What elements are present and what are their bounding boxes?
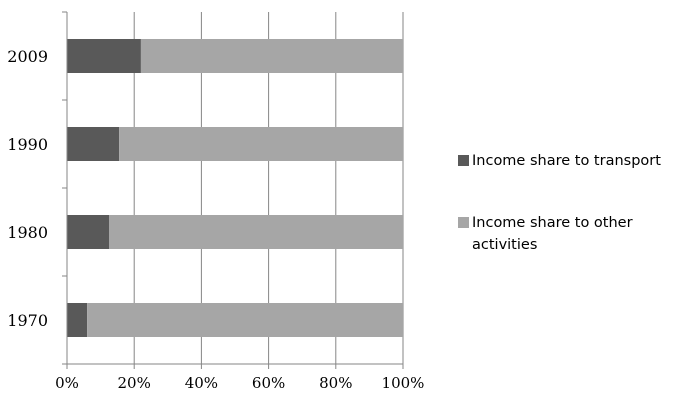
- bar-1970-series-0: [67, 303, 88, 337]
- x-tick-labels: 0% 20% 40% 60% 80% 100%: [55, 374, 424, 392]
- category-labels: 1970 1980 1990 2009: [7, 47, 48, 330]
- x-tick-label-2: 40%: [185, 374, 218, 392]
- x-tick-label-3: 60%: [252, 374, 285, 392]
- x-tick-label-5: 100%: [382, 374, 425, 392]
- legend-label-transport: Income share to transport: [472, 153, 661, 169]
- category-label-1980: 1980: [7, 223, 48, 242]
- bar-1970-series-1: [87, 303, 403, 337]
- legend-item-transport: Income share to transport: [458, 150, 684, 172]
- x-tick-label-4: 80%: [319, 374, 352, 392]
- bar-1990-series-0: [67, 127, 120, 161]
- x-tick-label-0: 0%: [55, 374, 79, 392]
- legend: Income share to transport Income share t…: [458, 150, 684, 256]
- category-label-1970: 1970: [7, 311, 48, 330]
- bar-1980-series-0: [67, 215, 109, 249]
- category-label-2009: 2009: [7, 47, 48, 66]
- legend-swatch-other-activities: [458, 217, 469, 228]
- legend-swatch-transport: [458, 155, 469, 166]
- legend-item-other-activities: Income share to other activities: [458, 212, 684, 256]
- bar-1990-series-1: [119, 127, 403, 161]
- x-tick-label-1: 20%: [118, 374, 151, 392]
- bar-2009-series-1: [140, 39, 404, 73]
- axes: [62, 11, 404, 369]
- bars: [67, 39, 404, 337]
- bar-2009-series-0: [67, 39, 141, 73]
- category-label-1990: 1990: [7, 135, 48, 154]
- legend-label-other-activities: Income share to other activities: [472, 215, 633, 253]
- bar-1980-series-1: [109, 215, 403, 249]
